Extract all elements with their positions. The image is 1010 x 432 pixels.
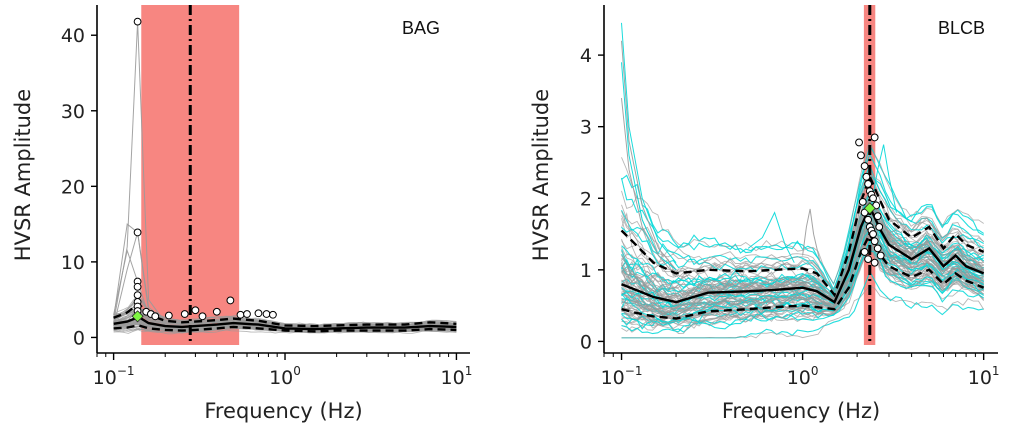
y-tick-label: 30 [61,101,85,123]
window-peak-point [870,258,879,267]
x-tick-label: 100 [269,364,301,389]
y-tick-label: 0 [73,327,85,349]
window-curve [621,192,984,302]
window-peak-point [875,222,884,231]
outlier-curve [747,211,795,263]
outlier-curve [621,98,677,278]
y-axis-title: HVSR Amplitude [529,89,553,261]
mean-peak-marker [863,202,876,215]
window-peak-point [180,310,189,318]
outlier-curve [621,22,677,264]
window-curve [621,171,985,292]
x-tick-label: 101 [441,364,473,389]
y-tick-label: 4 [580,45,592,67]
window-peak-point [855,138,863,147]
window-curve [621,227,984,317]
hvsr-panel-bag: 0 10 20 30 40 10−1 100 101 Frequency (Hz) HVSR Am… [11,5,472,423]
window-peak-point [212,307,221,316]
median-curve [113,315,457,331]
x-tick-label: 100 [787,364,819,389]
mean-peak-marker [131,310,144,323]
window-curve [621,167,984,293]
window-curve [621,144,984,286]
window-peak-point [869,194,877,203]
window-peak-point [873,244,882,253]
outlier-curve [621,62,677,271]
x-axis-title: Frequency (Hz) [722,399,880,423]
window-peak-point [860,208,869,217]
lower-std-line [621,231,985,320]
window-peak-point [862,172,871,181]
window-peak-point [226,296,235,305]
window-peak-point [243,310,251,318]
window-peak-point [269,310,277,319]
window-peak-point [870,133,879,142]
window-curve [621,212,984,311]
y-tick-label: 0 [580,331,592,353]
window-peak-point [876,251,885,260]
station-label: BAG [402,18,440,38]
window-peak-point [198,312,207,321]
y-axis-title: HVSR Amplitude [11,89,35,261]
window-curve [113,329,457,335]
window-curve [621,236,985,325]
outlier-curve [621,40,677,271]
window-curve [621,229,984,316]
window-peak-point [860,162,869,170]
window-peak-point [870,237,879,246]
window-peak-point [133,282,142,291]
window-peak-point [873,212,882,221]
window-peak-point [164,311,173,320]
x-tick-label: 10−1 [601,364,643,389]
window-peak-point [262,310,271,318]
window-peak-point [860,248,869,256]
median-curve [621,203,985,304]
window-curve [621,243,985,332]
station-label: BLCB [938,18,985,38]
lower-std-line [113,324,457,333]
x-axis-title: Frequency (Hz) [204,399,362,423]
upper-std-line [620,173,985,298]
window-curve [621,173,984,295]
window-peak-point [864,215,872,224]
plot-area [113,5,457,345]
window-peak-point [236,310,245,319]
window-curve [621,197,985,299]
window-peak-point [864,180,872,188]
y-tick-label: 10 [61,252,85,274]
window-curve [621,211,984,311]
window-peak-point [191,306,200,315]
window-peak-point [857,151,865,160]
window-peak-point [133,17,142,26]
window-peak-point [864,255,872,264]
outlier-curve [802,208,821,263]
window-peak-point [133,291,142,300]
window-peak-point [869,230,877,238]
y-tick-label: 20 [61,176,85,198]
y-tick-label: 3 [580,117,592,139]
x-tick-label: 10−1 [93,364,135,389]
window-curve [621,192,985,299]
window-curve [621,250,984,335]
window-curve [620,153,985,291]
x-tick-label: 101 [968,364,1000,389]
y-tick-label: 2 [580,188,592,210]
window-curve [621,239,985,333]
y-tick-label: 40 [61,25,85,47]
window-curve [621,285,985,339]
y-tick-label: 1 [580,260,592,282]
window-curve [621,171,985,292]
outlier-curve [870,144,897,213]
window-curve [621,239,984,330]
plot-area [620,5,985,345]
window-peak-point [254,309,263,318]
window-peak-point [858,197,867,206]
window-curve [621,166,984,293]
window-peak-point [151,312,160,321]
hvsr-panel-blcb: 0 1 2 3 4 10−1 100 101 Frequency (Hz) HVSR Amplit… [529,5,1000,423]
window-curve [621,137,984,286]
window-peak-point [133,228,142,237]
